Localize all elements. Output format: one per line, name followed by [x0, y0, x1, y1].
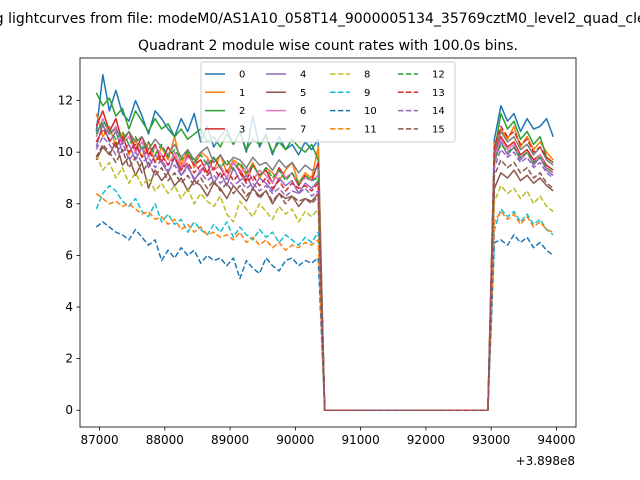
legend-label-13: 13 — [432, 88, 445, 99]
series-line-4 — [95, 123, 554, 411]
x-tick-label: 90000 — [276, 433, 314, 447]
legend-label-3: 3 — [239, 124, 245, 135]
legend-label-0: 0 — [239, 70, 245, 81]
axes-frame — [79, 57, 577, 428]
y-tick-label: 6 — [65, 248, 73, 262]
legend-label-12: 12 — [432, 70, 445, 81]
legend-label-7: 7 — [300, 124, 306, 135]
legend-frame — [200, 61, 456, 143]
x-tick-label: 94000 — [537, 433, 575, 447]
chart-title: Quadrant 2 module wise count rates with … — [138, 38, 518, 54]
x-tick-label: 93000 — [472, 433, 510, 447]
x-tick-label: 89000 — [211, 433, 249, 447]
x-tick-label: 92000 — [407, 433, 445, 447]
series-line-2 — [95, 92, 554, 411]
y-tick-label: 8 — [65, 197, 73, 211]
legend-label-15: 15 — [432, 124, 445, 135]
series-lines — [95, 74, 554, 411]
legend-label-10: 10 — [364, 106, 377, 117]
legend-label-8: 8 — [364, 70, 370, 81]
legend-label-5: 5 — [300, 88, 306, 99]
x-tick-label: 87000 — [80, 433, 118, 447]
series-line-8 — [95, 154, 554, 411]
series-line-11 — [95, 192, 554, 411]
legend-label-11: 11 — [364, 124, 377, 135]
y-tick-label: 2 — [65, 352, 73, 366]
x-offset-label: +3.898e8 — [516, 454, 575, 468]
series-line-1 — [95, 113, 554, 411]
y-axis: 0 2 4 6 8 10 12 — [58, 94, 80, 417]
series-line-10 — [95, 221, 554, 411]
legend-label-2: 2 — [239, 106, 245, 117]
y-tick-label: 12 — [58, 94, 73, 108]
y-tick-label: 4 — [65, 300, 73, 314]
series-line-9 — [95, 184, 554, 411]
y-tick-label: 10 — [58, 145, 73, 159]
x-axis: 87000 88000 89000 90000 91000 92000 93000 94000 — [80, 427, 576, 447]
series-line-6 — [95, 117, 554, 411]
legend-label-14: 14 — [432, 106, 445, 117]
y-tick-label: 0 — [65, 403, 73, 417]
series-line-13 — [95, 125, 554, 411]
x-tick-label: 91000 — [342, 433, 380, 447]
legend-label-1: 1 — [239, 88, 245, 99]
legend-label-6: 6 — [300, 106, 306, 117]
series-line-5 — [95, 141, 554, 411]
legend-label-9: 9 — [364, 88, 370, 99]
legend-label-4: 4 — [300, 70, 306, 81]
x-tick-label: 88000 — [146, 433, 184, 447]
series-line-14 — [95, 135, 554, 411]
series-line-7 — [96, 125, 554, 411]
figure-suptitle: Plotting lightcurves from file: modeM0/A… — [0, 11, 640, 27]
